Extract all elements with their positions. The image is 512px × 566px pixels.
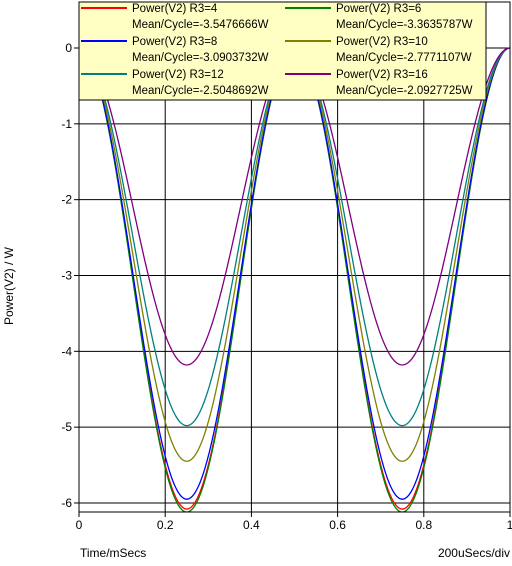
- y-tick-label: -2: [61, 193, 72, 207]
- legend-mean-label: Mean/Cycle=-2.5048692W: [132, 85, 269, 97]
- y-tick-label: -1: [61, 117, 72, 131]
- legend-mean-label: Mean/Cycle=-3.3635787W: [336, 19, 473, 31]
- x-tick-label: 0.2: [157, 518, 174, 532]
- legend-mean-label: Mean/Cycle=-3.5476666W: [132, 19, 269, 31]
- x-tick-label: 1: [507, 518, 512, 532]
- legend-mean-label: Mean/Cycle=-2.0927725W: [336, 85, 473, 97]
- x-scale-note: 200uSecs/div: [438, 546, 510, 560]
- tick-labels: 0 0.2 0.4 0.6 0.8 1 0 -1 -2 -3 -4 -5 -6: [61, 41, 512, 532]
- y-tick-label: -4: [61, 344, 72, 358]
- y-tick-label: -5: [61, 420, 72, 434]
- y-tick-label: 0: [65, 41, 72, 55]
- legend-mean-label: Mean/Cycle=-3.0903732W: [132, 52, 269, 64]
- legend-series-name: Power(V2) R3=4: [132, 3, 218, 15]
- x-tick-label: 0: [76, 518, 83, 532]
- x-tick-label: 0.8: [415, 518, 432, 532]
- legend-mean-label: Mean/Cycle=-2.7771107W: [336, 52, 472, 64]
- x-tick-label: 0.4: [243, 518, 260, 532]
- y-tick-label: -6: [61, 496, 72, 510]
- y-tick-label: -3: [61, 268, 72, 282]
- legend-series-name: Power(V2) R3=16: [336, 69, 428, 81]
- legend-box: [78, 1, 487, 101]
- legend-series-name: Power(V2) R3=6: [336, 3, 421, 15]
- y-axis-label: Power(V2) / W: [2, 246, 16, 325]
- legend: Power(V2) R3=4 Mean/Cycle=-3.5476666W Powe…: [78, 1, 487, 101]
- x-tick-label: 0.6: [329, 518, 346, 532]
- legend-series-name: Power(V2) R3=10: [336, 36, 428, 48]
- x-axis-label: Time/mSecs: [80, 546, 146, 560]
- legend-series-name: Power(V2) R3=8: [132, 36, 217, 48]
- legend-series-name: Power(V2) R3=12: [132, 69, 224, 81]
